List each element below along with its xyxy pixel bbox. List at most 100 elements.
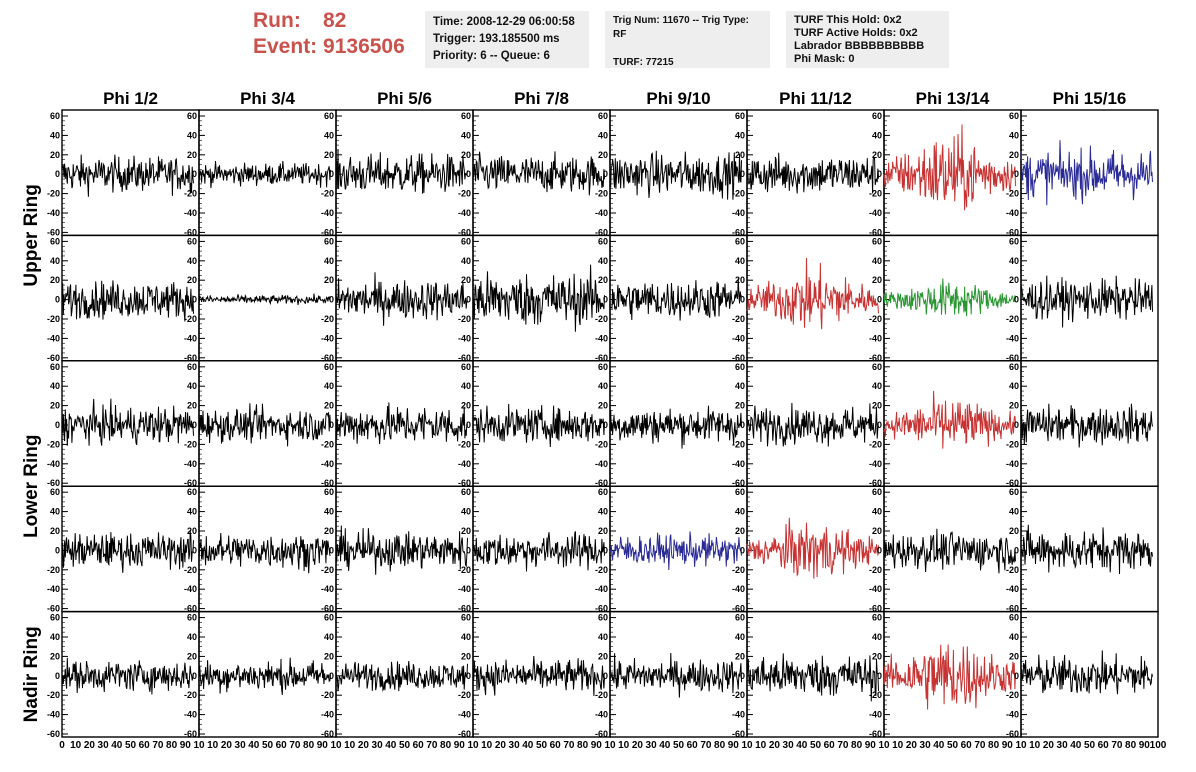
column-title: Phi 13/14 [916, 89, 990, 108]
y-tick-label: -40 [869, 584, 882, 594]
panel-frame [746, 610, 885, 738]
y-tick-label: -20 [869, 314, 882, 324]
y-tick-label: -40 [321, 333, 334, 343]
y-tick-label: -60 [869, 604, 882, 614]
x-tick-label: 80 [714, 740, 726, 751]
x-tick-label: 20 [632, 740, 644, 751]
y-tick-label: 20 [735, 526, 745, 536]
waveform-trace [883, 528, 1016, 574]
x-tick-label: 10 [618, 740, 630, 751]
trigger-line: Trigger: 193.185500 ms [433, 33, 560, 45]
waveform-trace [609, 278, 742, 321]
y-tick-label: -40 [732, 584, 745, 594]
waveform-trace [335, 525, 468, 575]
y-tick-label: 60 [1009, 362, 1019, 372]
x-tick-label: 10 [878, 740, 890, 751]
y-tick-label: 20 [598, 526, 608, 536]
y-tick-label: -60 [458, 227, 471, 237]
y-tick-label: 0 [466, 169, 471, 179]
y-tick-label: -20 [458, 314, 471, 324]
y-tick-label: -40 [321, 459, 334, 469]
y-tick-label: -60 [595, 478, 608, 488]
waveform-trace [472, 531, 605, 572]
y-tick-label: 20 [872, 401, 882, 411]
y-tick-label: 40 [598, 381, 608, 391]
y-tick-label: 0 [1014, 420, 1019, 430]
y-tick-label: -60 [47, 604, 60, 614]
y-tick-label: 60 [1009, 487, 1019, 497]
y-tick-label: -40 [458, 208, 471, 218]
y-tick-label: -60 [595, 729, 608, 739]
x-tick-label: 40 [111, 740, 123, 751]
waveform-trace [61, 280, 194, 322]
y-tick-label: -20 [458, 565, 471, 575]
waveform-trace [61, 398, 194, 446]
x-tick-label: 50 [810, 740, 822, 751]
y-tick-label: -20 [184, 690, 197, 700]
y-tick-label: 0 [329, 671, 334, 681]
y-tick-label: -20 [732, 439, 745, 449]
x-tick-label: 60 [824, 740, 836, 751]
y-tick-label: 0 [55, 420, 60, 430]
y-tick-label: -60 [732, 227, 745, 237]
x-tick-label: 90 [728, 740, 740, 751]
y-tick-label: 20 [324, 150, 334, 160]
y-tick-label: -20 [184, 189, 197, 199]
y-tick-label: 40 [324, 130, 334, 140]
row-group-title: Upper Ring [21, 184, 42, 286]
event-label: Event: [253, 35, 318, 58]
y-tick-label: -60 [732, 729, 745, 739]
y-tick-label: 20 [735, 651, 745, 661]
y-tick-label: 60 [50, 236, 60, 246]
y-tick-label: -60 [595, 227, 608, 237]
y-tick-label: 0 [877, 545, 882, 555]
x-tick-label: 10 [467, 740, 479, 751]
y-tick-label: 60 [735, 111, 745, 121]
y-tick-label: 0 [1014, 671, 1019, 681]
column-title: Phi 9/10 [646, 89, 710, 108]
y-tick-label: 20 [461, 150, 471, 160]
y-tick-label: -60 [1006, 227, 1019, 237]
y-tick-label: -20 [869, 439, 882, 449]
turf-line: TURF: 77215 [613, 57, 674, 68]
waveform-trace [609, 652, 742, 698]
y-tick-label: 0 [740, 169, 745, 179]
y-tick-label: 0 [329, 295, 334, 305]
y-tick-label: 40 [187, 256, 197, 266]
y-tick-label: -20 [1006, 439, 1019, 449]
y-tick-label: 40 [461, 381, 471, 391]
y-tick-label: 20 [1009, 526, 1019, 536]
y-tick-label: -20 [1006, 690, 1019, 700]
y-tick-label: 60 [598, 111, 608, 121]
x-tick-label: 90 [1002, 740, 1014, 751]
y-tick-label: 20 [1009, 150, 1019, 160]
y-tick-label: -40 [595, 208, 608, 218]
y-tick-label: 0 [1014, 545, 1019, 555]
y-tick-label: -40 [595, 584, 608, 594]
column-title: Phi 15/16 [1053, 89, 1127, 108]
x-tick-label: 10 [481, 740, 493, 751]
y-tick-label: -60 [321, 353, 334, 363]
x-tick-label: 40 [933, 740, 945, 751]
y-tick-label: 0 [466, 545, 471, 555]
y-tick-label: 40 [324, 381, 334, 391]
x-tick-label: 70 [1111, 740, 1123, 751]
y-tick-label: -20 [458, 690, 471, 700]
y-tick-label: 40 [324, 507, 334, 517]
waveform-trace [746, 152, 879, 194]
y-tick-label: 60 [735, 487, 745, 497]
y-tick-label: -20 [1006, 189, 1019, 199]
y-tick-label: -40 [47, 333, 60, 343]
x-tick-label: 20 [769, 740, 781, 751]
waveform-trace [472, 655, 605, 697]
y-tick-label: 60 [872, 613, 882, 623]
waveform-trace [746, 257, 879, 330]
y-tick-label: -20 [732, 690, 745, 700]
x-tick-label: 10 [330, 740, 342, 751]
y-tick-label: 20 [50, 526, 60, 536]
y-tick-label: 60 [461, 111, 471, 121]
y-tick-label: 60 [187, 111, 197, 121]
y-tick-label: -40 [595, 710, 608, 720]
waveform-trace [1020, 140, 1153, 206]
y-tick-label: -60 [184, 729, 197, 739]
